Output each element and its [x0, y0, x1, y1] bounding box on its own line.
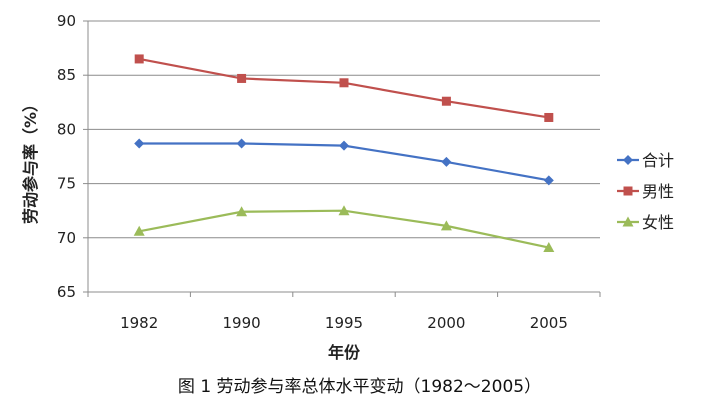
- y-tick-label: 65: [57, 283, 76, 301]
- legend-item-1: 男性: [617, 182, 674, 201]
- series-2: [133, 205, 555, 253]
- x-tick-labels: 1982 1990 1995 2000 2005: [120, 314, 568, 332]
- y-tick-labels: 65 70 75 80 85 90: [57, 12, 76, 301]
- line-chart: 65 70 75 80 85 90 1982 1990 1995 2000 2005 合计男性女性…: [21, 12, 674, 362]
- figure-caption: 图 1 劳动参与率总体水平变动（1982～2005）: [177, 377, 542, 397]
- data-series: [133, 54, 555, 253]
- x-tick-label: 1982: [120, 314, 158, 332]
- data-point: [339, 78, 349, 88]
- data-point: [440, 220, 452, 231]
- legend-marker: [623, 155, 633, 165]
- data-point: [338, 205, 350, 216]
- y-tick-label: 70: [57, 229, 76, 247]
- y-tick-label: 75: [57, 175, 76, 193]
- data-point: [134, 138, 145, 149]
- y-tick-label: 90: [57, 12, 76, 30]
- series-line: [138, 57, 549, 119]
- x-tick-label: 1995: [325, 314, 363, 332]
- axes: [83, 20, 601, 297]
- data-point: [237, 73, 247, 83]
- data-point: [236, 138, 247, 149]
- data-point: [543, 242, 555, 253]
- legend-marker: [623, 186, 633, 196]
- y-axis-title: 劳动参与率（%）: [21, 96, 40, 224]
- data-point: [441, 156, 452, 167]
- data-point: [544, 112, 554, 122]
- x-tick-label: 1990: [223, 314, 261, 332]
- data-point: [133, 225, 145, 236]
- legend-label: 合计: [642, 151, 674, 170]
- legend-item-0: 合计: [617, 151, 674, 170]
- series-line: [138, 209, 550, 249]
- data-point: [134, 54, 144, 64]
- x-axis-title: 年份: [328, 343, 361, 362]
- data-point: [543, 175, 554, 186]
- series-1: [134, 54, 554, 122]
- x-tick-label: 2000: [427, 314, 465, 332]
- legend-label: 男性: [642, 182, 674, 201]
- data-point: [441, 96, 451, 106]
- legend-item-2: 女性: [617, 213, 674, 232]
- y-tick-label: 80: [57, 120, 76, 138]
- series-0: [134, 138, 554, 186]
- gridlines: [88, 20, 600, 239]
- x-tick-label: 2005: [530, 314, 568, 332]
- data-point: [236, 206, 248, 217]
- data-point: [339, 140, 349, 151]
- legend-marker: [622, 216, 634, 227]
- y-tick-label: 85: [57, 66, 76, 84]
- legend-label: 女性: [642, 213, 674, 232]
